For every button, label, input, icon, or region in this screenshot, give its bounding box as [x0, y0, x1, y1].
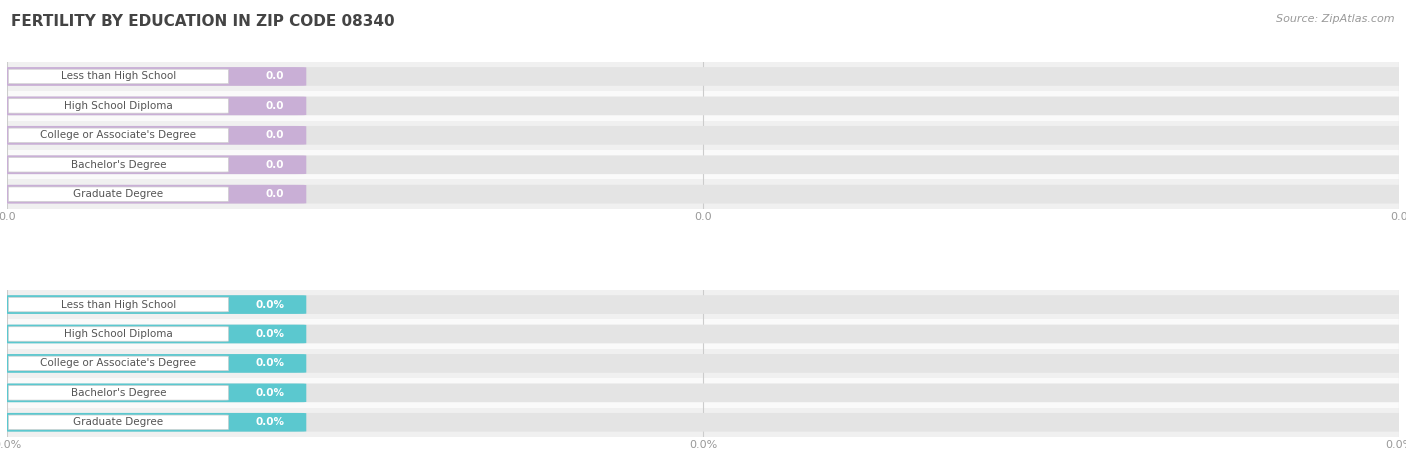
FancyBboxPatch shape	[0, 383, 1406, 402]
FancyBboxPatch shape	[8, 415, 228, 429]
FancyBboxPatch shape	[8, 327, 228, 341]
FancyBboxPatch shape	[8, 99, 228, 113]
Text: 0.0%: 0.0%	[254, 359, 284, 369]
Bar	[7, 319, 1399, 349]
FancyBboxPatch shape	[0, 126, 307, 145]
Text: Bachelor's Degree: Bachelor's Degree	[70, 160, 166, 170]
FancyBboxPatch shape	[0, 354, 307, 373]
FancyBboxPatch shape	[8, 187, 228, 201]
FancyBboxPatch shape	[8, 386, 228, 400]
Text: 0.0: 0.0	[266, 189, 284, 199]
Text: College or Associate's Degree: College or Associate's Degree	[41, 359, 197, 369]
Text: 0.0: 0.0	[266, 101, 284, 111]
Bar	[7, 121, 1399, 150]
FancyBboxPatch shape	[0, 155, 307, 174]
Text: High School Diploma: High School Diploma	[65, 101, 173, 111]
FancyBboxPatch shape	[0, 185, 1406, 204]
Bar	[7, 290, 1399, 319]
Text: 0.0: 0.0	[266, 160, 284, 170]
FancyBboxPatch shape	[8, 297, 228, 312]
Text: 0.0%: 0.0%	[254, 300, 284, 310]
Text: Bachelor's Degree: Bachelor's Degree	[70, 388, 166, 398]
FancyBboxPatch shape	[0, 413, 1406, 432]
Text: 0.0%: 0.0%	[254, 388, 284, 398]
FancyBboxPatch shape	[0, 324, 1406, 343]
FancyBboxPatch shape	[0, 413, 307, 432]
FancyBboxPatch shape	[0, 67, 1406, 86]
FancyBboxPatch shape	[0, 155, 1406, 174]
FancyBboxPatch shape	[0, 126, 1406, 145]
FancyBboxPatch shape	[0, 295, 307, 314]
Text: Graduate Degree: Graduate Degree	[73, 417, 163, 428]
FancyBboxPatch shape	[8, 158, 228, 172]
FancyBboxPatch shape	[8, 356, 228, 370]
Text: 0.0: 0.0	[266, 71, 284, 82]
Text: Source: ZipAtlas.com: Source: ZipAtlas.com	[1277, 14, 1395, 24]
Text: 0.0: 0.0	[266, 130, 284, 140]
Text: Graduate Degree: Graduate Degree	[73, 189, 163, 199]
Bar	[7, 62, 1399, 91]
FancyBboxPatch shape	[8, 128, 228, 142]
Bar	[7, 180, 1399, 209]
Text: 0.0%: 0.0%	[254, 417, 284, 428]
FancyBboxPatch shape	[0, 96, 307, 115]
FancyBboxPatch shape	[0, 96, 1406, 115]
FancyBboxPatch shape	[0, 295, 1406, 314]
FancyBboxPatch shape	[0, 354, 1406, 373]
Text: High School Diploma: High School Diploma	[65, 329, 173, 339]
FancyBboxPatch shape	[0, 324, 307, 343]
Bar	[7, 408, 1399, 437]
Text: Less than High School: Less than High School	[60, 300, 176, 310]
FancyBboxPatch shape	[8, 69, 228, 84]
Text: College or Associate's Degree: College or Associate's Degree	[41, 130, 197, 140]
Bar	[7, 150, 1399, 180]
Text: 0.0%: 0.0%	[254, 329, 284, 339]
Text: FERTILITY BY EDUCATION IN ZIP CODE 08340: FERTILITY BY EDUCATION IN ZIP CODE 08340	[11, 14, 395, 29]
FancyBboxPatch shape	[0, 185, 307, 204]
Text: Less than High School: Less than High School	[60, 71, 176, 82]
Bar	[7, 378, 1399, 408]
FancyBboxPatch shape	[0, 67, 307, 86]
FancyBboxPatch shape	[0, 383, 307, 402]
Bar	[7, 349, 1399, 378]
Bar	[7, 91, 1399, 121]
